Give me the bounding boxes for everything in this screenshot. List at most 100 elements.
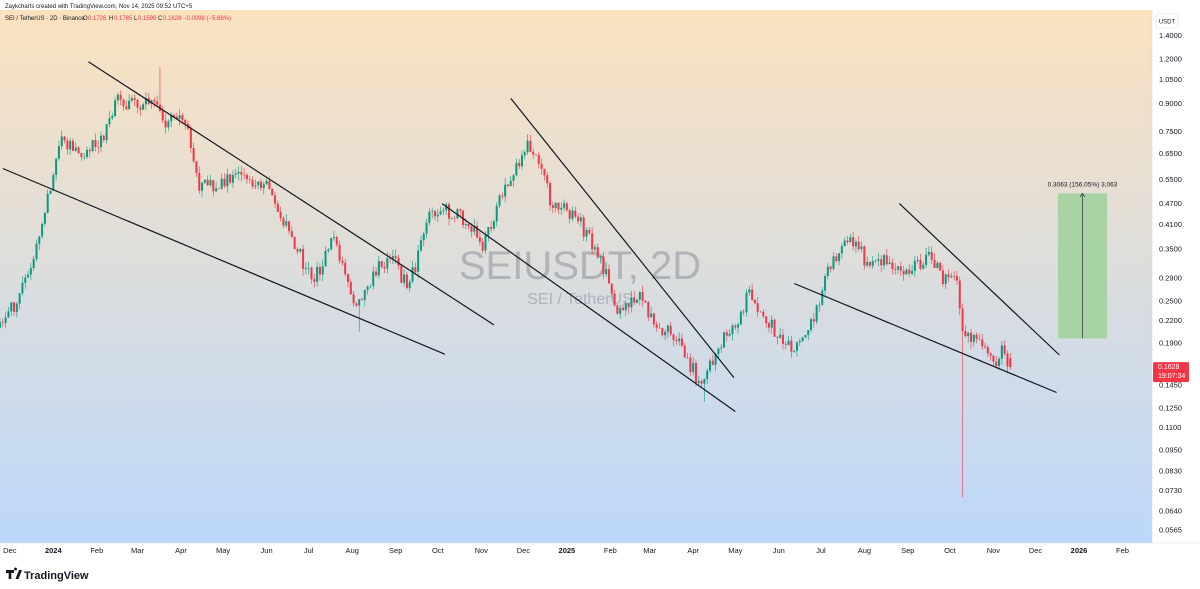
- candle: [753, 299, 756, 305]
- candle-body: [501, 195, 504, 197]
- time-axis[interactable]: Dec 2024 Feb Mar Apr May Jun Jul Aug Sep Oct Nov Dec…: [3, 546, 1129, 555]
- candle-body: [868, 261, 871, 266]
- candle: [515, 158, 518, 177]
- candle: [986, 344, 989, 358]
- candle: [380, 261, 383, 269]
- candle: [1, 318, 4, 328]
- tradingview-logo[interactable]: TradingView: [6, 567, 89, 583]
- candle-body: [487, 227, 490, 236]
- candle-body: [161, 110, 164, 121]
- candle-body: [405, 274, 408, 289]
- candle: [226, 168, 229, 193]
- candle: [223, 172, 226, 189]
- time-tick-label: Jul: [816, 546, 826, 555]
- candle: [198, 166, 201, 194]
- candle-body: [265, 180, 268, 185]
- candle: [506, 183, 509, 188]
- price-tick-label: 0.0950: [1159, 446, 1182, 455]
- candle-body: [664, 331, 667, 336]
- candle-body: [375, 271, 378, 276]
- candle-body: [189, 128, 192, 148]
- candle: [529, 134, 532, 152]
- price-axis[interactable]: 1.4000 1.2000 1.0500 0.9000 0.7500 0.6500 0.55…: [1159, 31, 1182, 535]
- candle-body: [535, 154, 538, 156]
- candle: [52, 172, 55, 191]
- candle: [969, 329, 972, 349]
- candle-body: [212, 180, 215, 192]
- candle-body: [63, 136, 66, 141]
- candle-body: [953, 275, 956, 277]
- candle-body: [215, 188, 218, 192]
- candle-body: [509, 180, 512, 187]
- candle: [206, 175, 209, 186]
- candle: [672, 333, 675, 347]
- candle-body: [476, 225, 479, 238]
- time-tick-label: Dec: [517, 546, 531, 555]
- candle: [86, 146, 88, 159]
- candle-body: [288, 221, 291, 232]
- candle: [71, 137, 74, 152]
- candle: [341, 256, 344, 267]
- candle: [215, 181, 218, 193]
- candle-body: [944, 274, 947, 285]
- candle-body: [386, 258, 389, 269]
- candle-body: [919, 259, 922, 269]
- candle: [419, 235, 422, 253]
- candle-body: [116, 94, 119, 101]
- candle-body: [613, 293, 616, 306]
- candle-body: [854, 241, 857, 247]
- candle-body: [60, 136, 63, 147]
- trendline[interactable]: [88, 61, 495, 326]
- candle-body: [998, 358, 1001, 366]
- candle: [742, 309, 745, 316]
- candle-body: [83, 156, 86, 158]
- candle-body: [557, 202, 560, 210]
- candle-body: [852, 237, 855, 247]
- price-axis-unit-box[interactable]: [1155, 13, 1179, 29]
- candle: [133, 94, 136, 107]
- trendline[interactable]: [510, 98, 735, 378]
- candle: [596, 243, 599, 260]
- candle: [714, 352, 717, 371]
- time-tick-label: Aug: [346, 546, 359, 555]
- time-tick-label: Feb: [90, 546, 103, 555]
- target-measure[interactable]: 0.3063 (156.05%) 3,063: [1048, 181, 1118, 339]
- candle: [509, 175, 512, 187]
- candle-body: [616, 305, 619, 314]
- candle-body: [419, 240, 422, 251]
- trendline[interactable]: [441, 203, 736, 412]
- candle-body: [846, 240, 849, 243]
- candle-body: [588, 229, 591, 234]
- time-tick-label: Nov: [987, 546, 1001, 555]
- candle-body: [989, 353, 992, 356]
- candles[interactable]: [0, 67, 1012, 498]
- trendline[interactable]: [898, 203, 1060, 356]
- candle: [908, 264, 911, 277]
- candle: [245, 173, 248, 184]
- trendline[interactable]: [2, 167, 446, 355]
- candle: [383, 261, 386, 273]
- trendline[interactable]: [793, 282, 1057, 394]
- time-tick-label: Mar: [643, 546, 656, 555]
- candle-body: [481, 241, 484, 251]
- candle-body: [883, 255, 885, 266]
- candle-body: [711, 360, 714, 365]
- candle: [27, 270, 30, 278]
- candle: [170, 111, 173, 128]
- candle-body: [380, 261, 383, 267]
- candle: [610, 283, 613, 299]
- candle: [7, 306, 10, 318]
- candle: [818, 301, 821, 312]
- candle-body: [27, 274, 30, 278]
- candle: [136, 98, 139, 114]
- candle-body: [201, 182, 204, 191]
- trendlines[interactable]: [2, 61, 1060, 412]
- candle: [105, 123, 108, 144]
- candle: [108, 111, 111, 128]
- candle: [734, 323, 737, 330]
- candle: [248, 175, 251, 184]
- candle-body: [773, 319, 776, 337]
- candle-body: [128, 100, 131, 110]
- candle: [936, 261, 939, 269]
